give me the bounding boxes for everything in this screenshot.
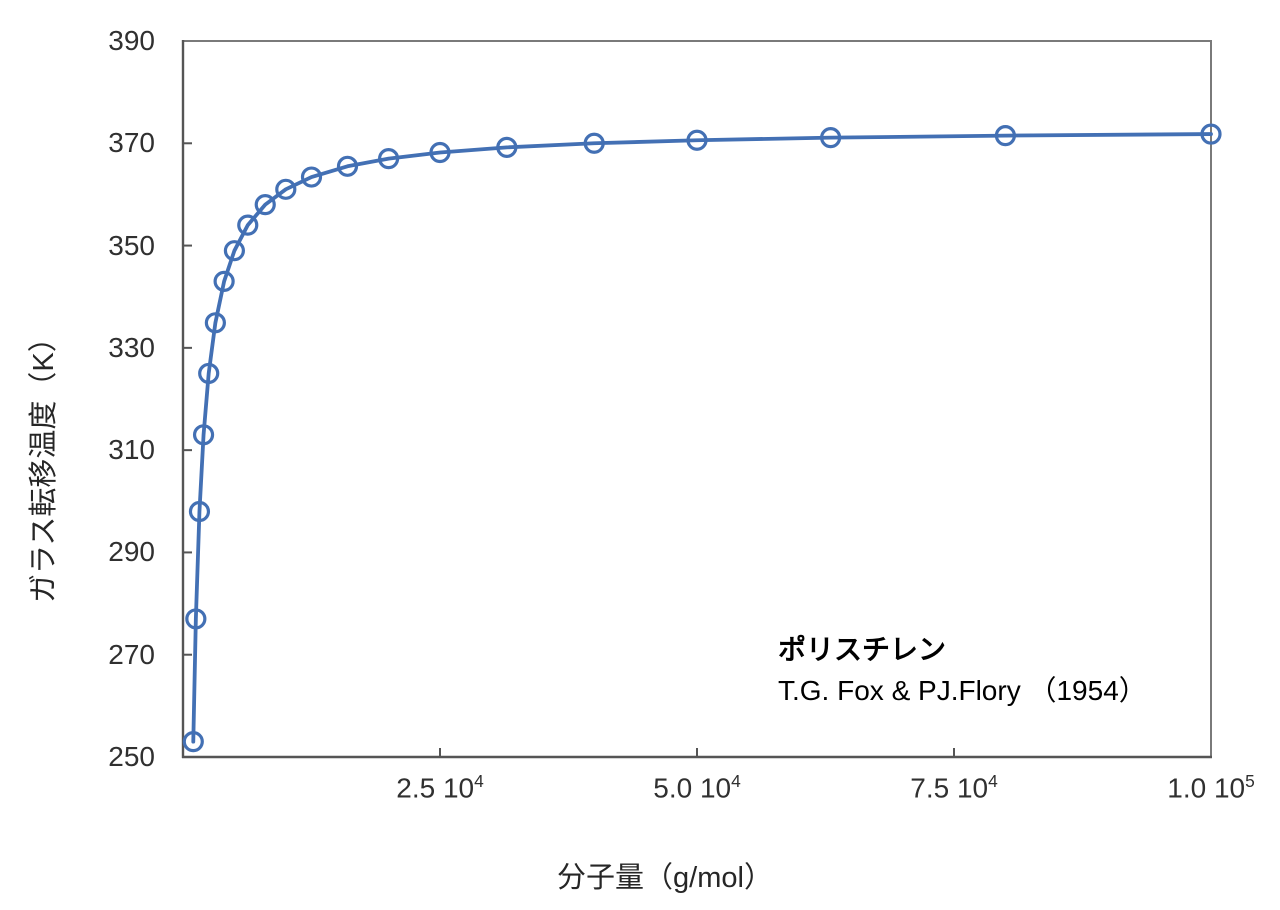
data-point-marker [237, 214, 259, 236]
data-point-marker [188, 500, 211, 523]
x-axis-title: 分子量（g/mol） [557, 862, 773, 894]
data-point-marker [192, 424, 215, 446]
data-point-marker [336, 155, 359, 177]
series-line [191, 132, 1213, 744]
annotation-material-label: ポリスチレン [778, 634, 947, 665]
data-point-marker [223, 240, 245, 262]
data-point-marker [204, 312, 226, 334]
data-point-marker [182, 731, 204, 753]
annotation-reference-label: T.G. Fox & PJ.Flory （1954） [778, 675, 1147, 706]
data-point-marker [496, 136, 518, 158]
data-point-marker [583, 132, 605, 154]
annotation: ポリスチレン T.G. Fox & PJ.Flory （1954） [778, 629, 1147, 711]
data-point-marker [378, 148, 400, 170]
data-point-marker [1200, 123, 1222, 145]
data-point-marker [198, 362, 220, 385]
data-point-marker [686, 129, 708, 151]
data-point-marker [300, 166, 323, 188]
data-point-marker [994, 125, 1017, 147]
data-point-marker [254, 194, 276, 216]
data-point-marker [429, 141, 451, 164]
data-point-marker [213, 270, 235, 292]
data-point-marker [820, 127, 842, 149]
y-axis-title: ガラス転移温度（K） [28, 323, 60, 603]
data-point-marker [275, 178, 297, 200]
data-point-marker [185, 608, 207, 630]
